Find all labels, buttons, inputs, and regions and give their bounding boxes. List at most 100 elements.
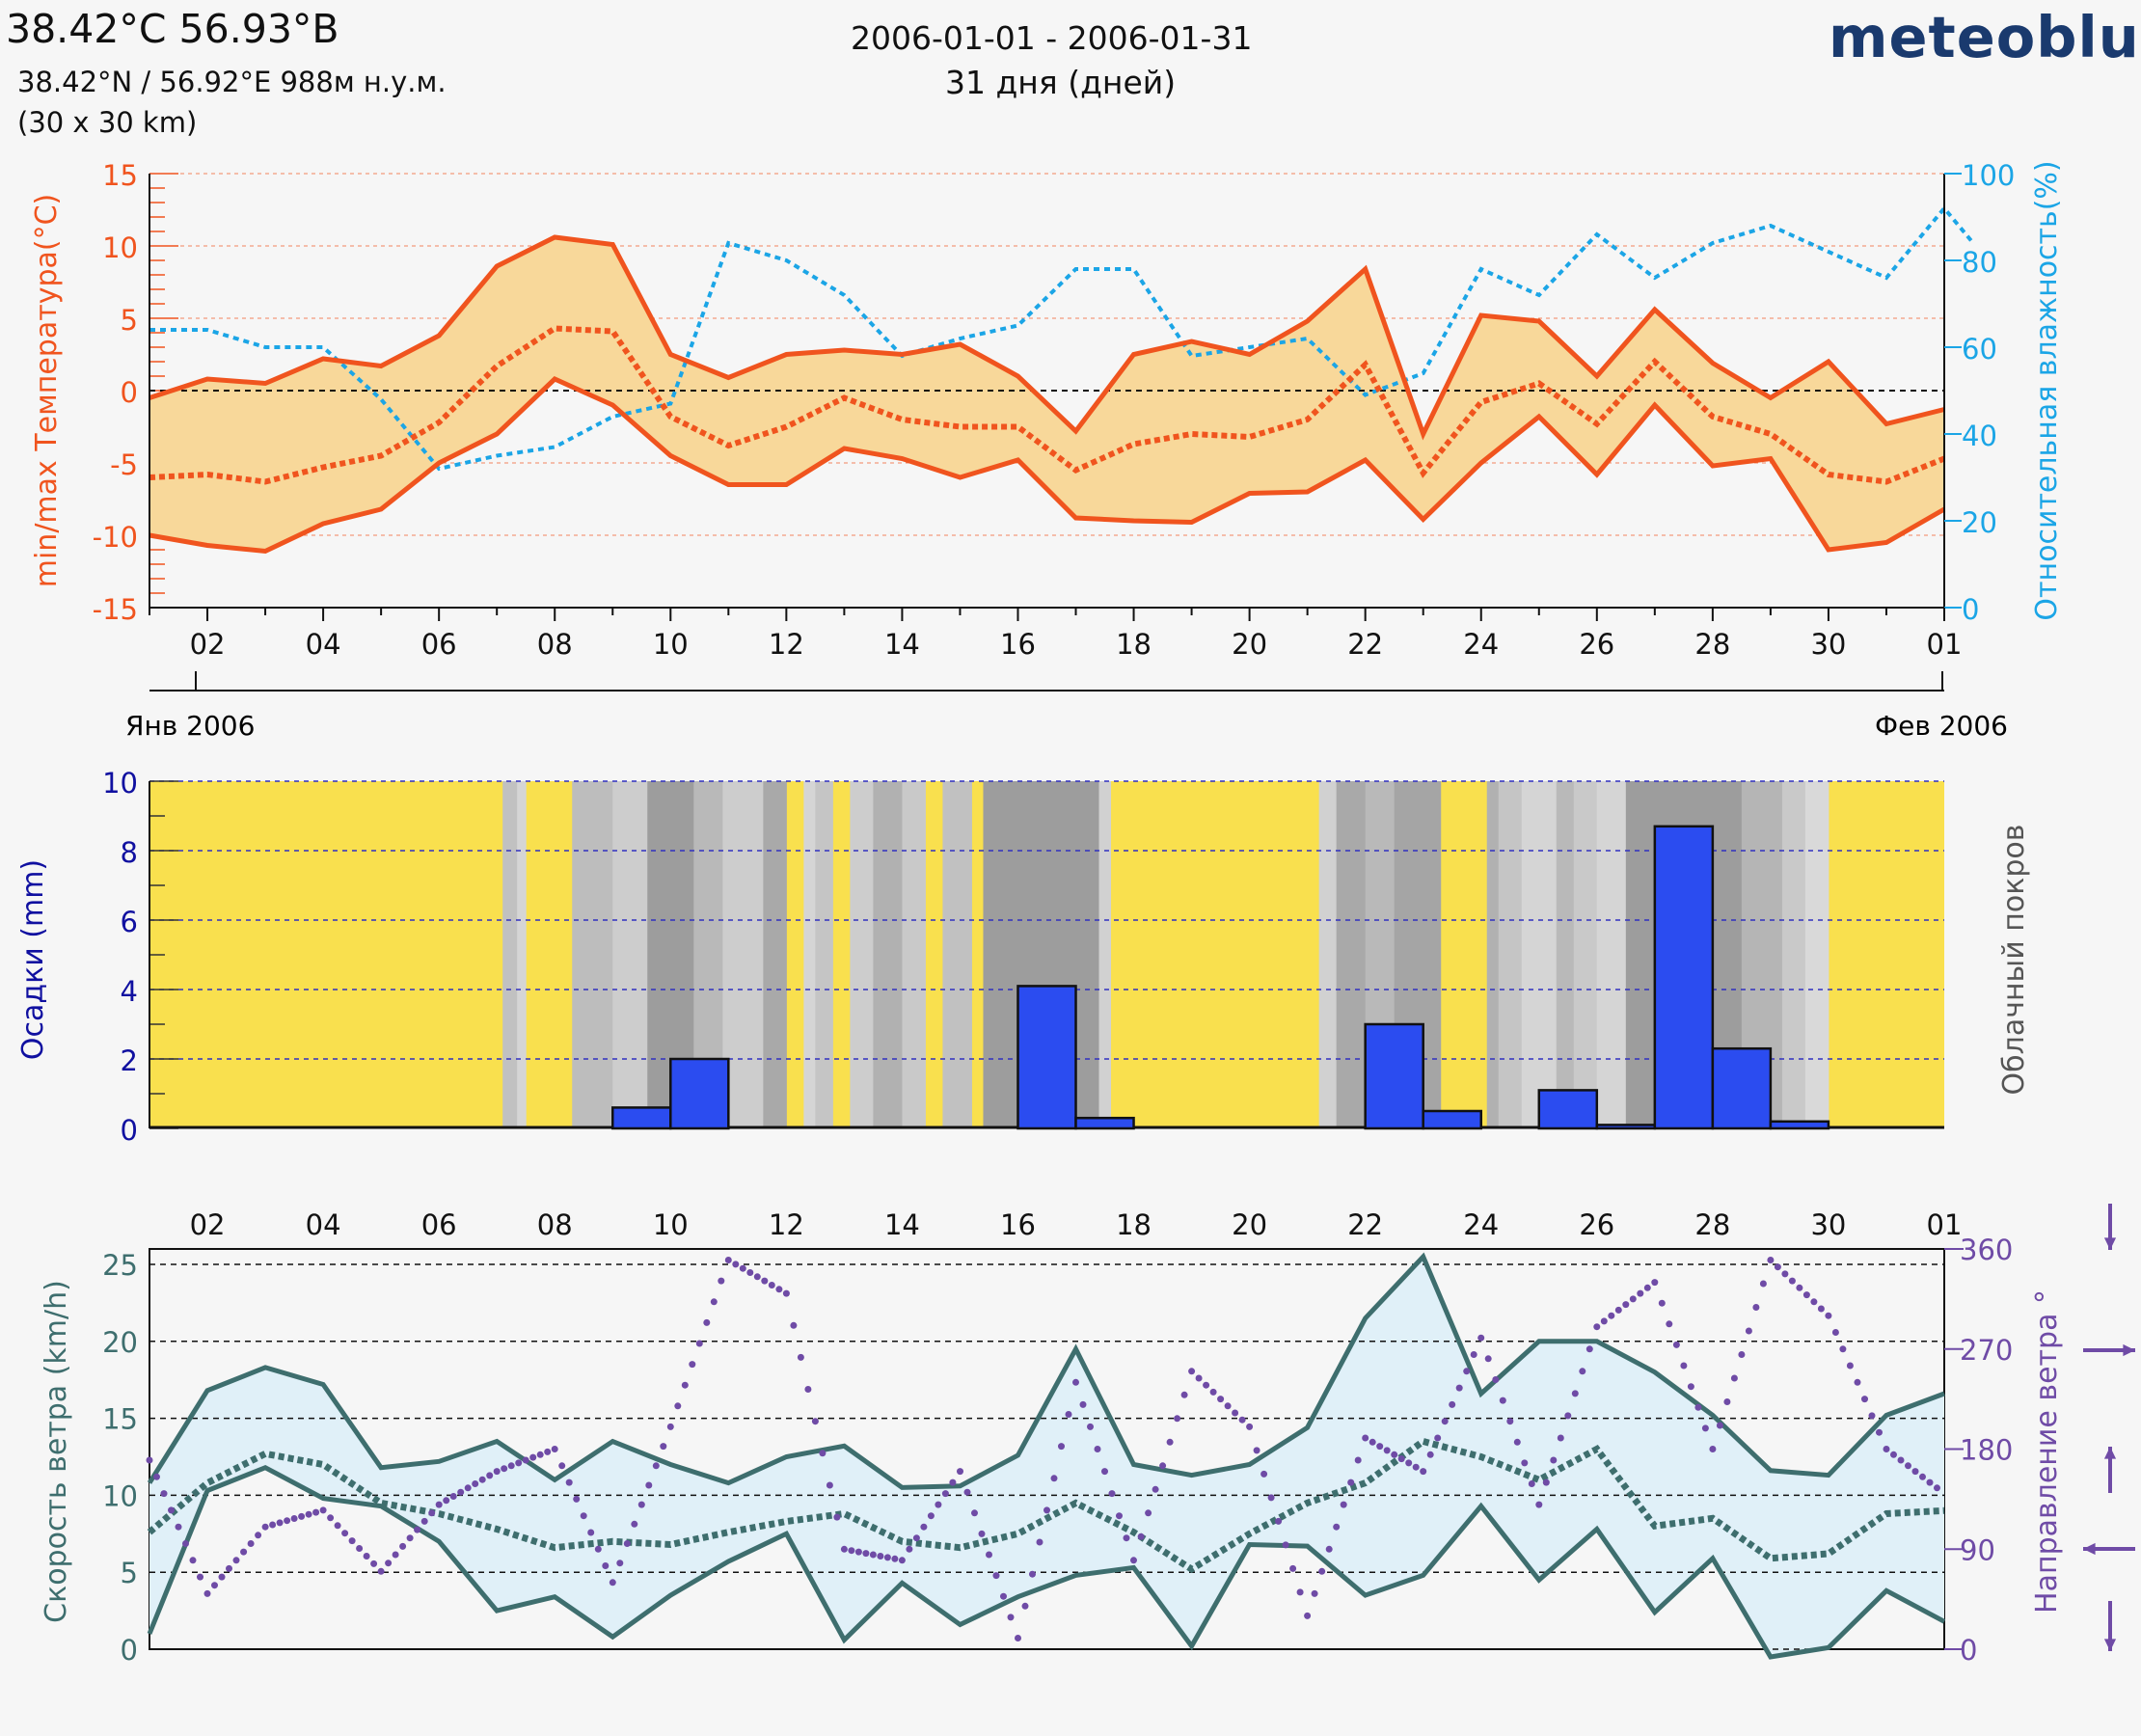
date-tick-label: 28 [1694, 628, 1730, 661]
date-tick-label: 02 [190, 628, 226, 661]
wind-direction-dot [1890, 1451, 1897, 1458]
precipitation-bar [1422, 1109, 1482, 1130]
wind-direction-dot [833, 1513, 841, 1521]
wind-direction-dot [1232, 1409, 1239, 1417]
wind-direction-dot [652, 1462, 660, 1470]
wind-direction-dot [247, 1540, 255, 1547]
wind-direction-dot [153, 1473, 160, 1480]
wind-direction-dot [732, 1261, 740, 1268]
wind-direction-dot [464, 1484, 472, 1492]
wind-direction-dot [356, 1545, 364, 1552]
precipitation-cloud-chart: 10 8 6 4 2 0 Осадки (mm) Облачный покров [16, 767, 2031, 1147]
wind-direction-dot [927, 1512, 935, 1520]
temperature-tick-label: -5 [110, 448, 138, 481]
arrow-south-bottom-head [2103, 1639, 2117, 1651]
cloud-cover-axis-label: Облачный покров [1997, 825, 2031, 1096]
wind-direction-dot [146, 1456, 153, 1464]
wind-direction-dot [1535, 1501, 1543, 1508]
cloud-cover-band [815, 781, 833, 1128]
wind-direction-dot [1036, 1538, 1043, 1546]
wind-direction-dot [877, 1553, 884, 1560]
precip-tick-label: 0 [121, 1114, 138, 1147]
temperature-tick-label: 15 [102, 159, 138, 192]
wind-direction-dot [420, 1517, 428, 1525]
wind-direction-dot [305, 1510, 312, 1518]
temperature-range-fill [149, 237, 1944, 552]
wind-direction-dot [261, 1523, 269, 1531]
wind-direction-dot [1021, 1602, 1029, 1610]
wind-direction-dot [1499, 1397, 1506, 1404]
wind-direction-dot [1166, 1438, 1174, 1446]
wind-direction-dot [1369, 1438, 1376, 1446]
wind-direction-dot [1839, 1345, 1847, 1353]
wind-direction-dot [1376, 1443, 1384, 1451]
wind-direction-dot [1174, 1415, 1181, 1423]
date-axis: Янв 2006 Фев 2006 [125, 671, 2008, 742]
temperature-humidity-chart: 15 10 5 0 -5 -10 -15 100 80 60 40 20 0 min/max Темпер… [30, 159, 2064, 661]
wind-direction-dot [1101, 1468, 1108, 1476]
precipitation-bar [1016, 985, 1077, 1130]
wind-direction-dot [1094, 1446, 1101, 1452]
temperature-tick-label: 10 [102, 231, 138, 264]
wind-direction-dot [1854, 1378, 1861, 1386]
cloud-cover-band [1596, 781, 1627, 1128]
wind-direction-dot [811, 1418, 819, 1425]
precip-tick-label: 2 [121, 1044, 138, 1077]
cloud-cover-band [1336, 781, 1367, 1128]
wind-direction-dot [1796, 1284, 1803, 1291]
wind-direction-dot [1470, 1351, 1477, 1358]
wind-direction-dot [992, 1572, 1000, 1580]
precipitation-axis-label: Осадки (mm) [16, 859, 50, 1060]
humidity-tick-label: 60 [1962, 333, 1997, 366]
wind-range-fill [149, 1257, 1944, 1657]
arrow-south-head [2103, 1237, 2117, 1250]
wind-direction-dot [594, 1545, 602, 1553]
temperature-tick-label: 0 [121, 376, 138, 409]
wind-direction-dot [1550, 1456, 1558, 1464]
wind-direction-dot [1253, 1447, 1260, 1454]
wind-direction-tick-label: 270 [1960, 1334, 2013, 1367]
wind-direction-dot [298, 1512, 306, 1520]
wind-direction-dot [623, 1540, 631, 1547]
precip-tick-label: 10 [102, 767, 138, 800]
wind-direction-dot [1412, 1463, 1420, 1471]
wind-direction-dot [1759, 1280, 1767, 1288]
wind-direction-dot [1484, 1355, 1492, 1363]
meteoblue-logo: meteoblue [1829, 4, 2141, 70]
wind-direction-dot [761, 1277, 769, 1285]
wind-speed-tick-label: 25 [102, 1249, 138, 1282]
wind-direction-dot [428, 1509, 436, 1517]
wind-direction-dot [226, 1564, 232, 1572]
wind-direction-dot [1065, 1411, 1072, 1418]
wind-direction-dot [1557, 1434, 1564, 1442]
wind-direction-dot [1730, 1374, 1738, 1382]
wind-direction-dot [1745, 1327, 1752, 1335]
cloud-cover-band [803, 781, 816, 1128]
cloud-cover-band [502, 781, 518, 1128]
cloud-cover-band [1521, 781, 1558, 1128]
cloud-cover-band [1498, 781, 1523, 1128]
mean-wind-line [147, 1437, 1945, 1574]
wind-direction-dot [1564, 1412, 1572, 1420]
wind-date-tick-label: 22 [1347, 1208, 1383, 1241]
wind-direction-dot [1116, 1512, 1123, 1520]
wind-direction-dot [957, 1468, 963, 1476]
max-temperature-line [149, 234, 1945, 441]
wind-direction-dot [507, 1462, 515, 1470]
wind-direction-dot [1810, 1298, 1818, 1306]
wind-direction-axis-label: Направление ветра ° [2030, 1289, 2064, 1614]
wind-direction-dot [1354, 1456, 1362, 1464]
wind-direction-dot [341, 1530, 349, 1537]
wind-direction-dot [1905, 1462, 1911, 1470]
wind-direction-dot [1600, 1317, 1608, 1325]
wind-direction-dot [660, 1443, 667, 1451]
wind-direction-dot [1391, 1451, 1398, 1458]
wind-direction-dot [1506, 1418, 1514, 1425]
wind-speed-tick-label: 10 [102, 1479, 138, 1512]
arrow-west-head [2083, 1542, 2096, 1556]
wind-direction-dot [1137, 1533, 1145, 1540]
wind-direction-dot [1868, 1412, 1876, 1420]
wind-direction-dot [377, 1567, 385, 1575]
date-tick-label: 26 [1579, 628, 1614, 661]
wind-direction-dot [1513, 1438, 1521, 1446]
